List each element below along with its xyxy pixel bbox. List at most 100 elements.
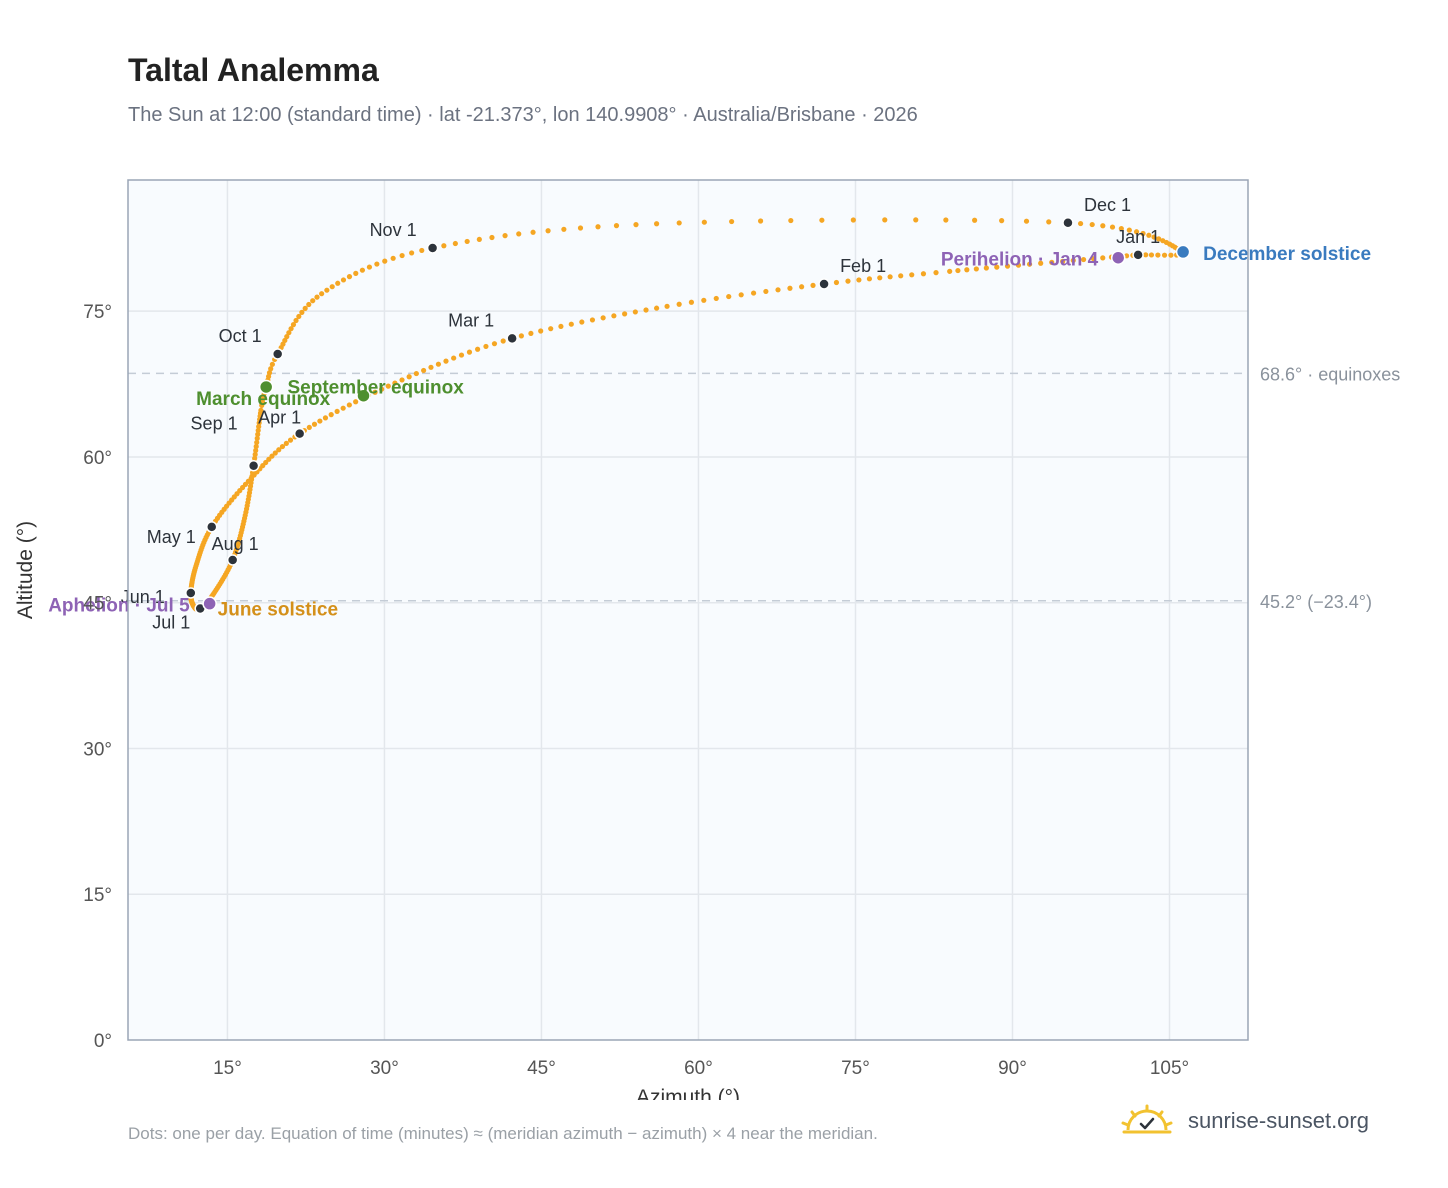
brand-logo[interactable]: sunrise-sunset.org bbox=[1120, 1104, 1369, 1138]
analemma-chart: 68.6° · equinoxes 45.2° (−23.4°) Jan 1 Feb… bbox=[14, 179, 1400, 1100]
month-marker bbox=[271, 348, 284, 360]
day-dot bbox=[757, 218, 764, 224]
day-dot bbox=[850, 217, 856, 223]
day-dot bbox=[334, 408, 340, 415]
day-dot bbox=[1148, 252, 1155, 258]
month-marker bbox=[506, 332, 518, 345]
day-dot bbox=[516, 231, 522, 237]
day-dot bbox=[435, 361, 442, 367]
day-dot bbox=[1133, 229, 1140, 235]
y-axis-label: Altitude (°) bbox=[14, 521, 37, 619]
day-dot bbox=[909, 272, 915, 278]
day-dot bbox=[933, 270, 939, 276]
day-dot bbox=[286, 330, 292, 336]
month-marker bbox=[426, 242, 439, 254]
month-label: Sep 1 bbox=[191, 414, 238, 434]
day-dot bbox=[392, 380, 398, 386]
day-dot bbox=[253, 443, 259, 450]
day-dot bbox=[451, 355, 457, 361]
day-dot bbox=[1089, 221, 1095, 228]
day-dot bbox=[306, 301, 312, 308]
event-label: September equinox bbox=[288, 378, 465, 399]
day-dot bbox=[558, 323, 564, 330]
day-dot bbox=[252, 455, 258, 461]
day-dot bbox=[1155, 252, 1161, 258]
event-marker bbox=[1175, 244, 1191, 260]
day-dot bbox=[973, 266, 979, 272]
month-label: May 1 bbox=[147, 527, 196, 547]
day-dot bbox=[1151, 234, 1157, 240]
month-marker bbox=[247, 459, 260, 472]
day-dot bbox=[701, 219, 707, 225]
month-label: Apr 1 bbox=[258, 408, 301, 428]
day-dot bbox=[819, 217, 825, 223]
y-tick-label: 0° bbox=[94, 1031, 112, 1052]
day-dot bbox=[1004, 263, 1011, 269]
day-dot bbox=[545, 228, 551, 234]
chart-title: Taltal Analemma bbox=[128, 52, 379, 88]
day-dot bbox=[489, 234, 495, 241]
month-label: Jul 1 bbox=[152, 613, 190, 633]
day-dot bbox=[999, 218, 1005, 224]
day-dot bbox=[788, 217, 794, 224]
day-dot bbox=[622, 311, 628, 317]
day-dot bbox=[359, 267, 366, 273]
day-dot bbox=[1090, 256, 1097, 262]
day-dot bbox=[322, 415, 329, 421]
day-dot bbox=[379, 386, 385, 392]
day-dot bbox=[374, 261, 380, 267]
day-dot bbox=[419, 247, 425, 254]
day-dot bbox=[1080, 256, 1087, 263]
day-dot bbox=[653, 305, 660, 311]
day-dot bbox=[664, 303, 670, 309]
day-dot bbox=[335, 280, 341, 286]
day-dot bbox=[538, 328, 544, 334]
day-dot bbox=[255, 431, 261, 437]
day-dot bbox=[882, 217, 888, 223]
day-dot bbox=[898, 273, 904, 279]
day-dot bbox=[1038, 260, 1044, 266]
day-dot bbox=[611, 313, 617, 319]
day-dot bbox=[302, 305, 308, 311]
day-dot bbox=[314, 294, 320, 300]
day-dot bbox=[483, 343, 489, 350]
day-dot bbox=[713, 295, 719, 302]
day-dot bbox=[548, 326, 554, 332]
day-dot bbox=[366, 264, 373, 270]
x-tick-label: 30° bbox=[370, 1058, 399, 1079]
day-dot bbox=[1146, 232, 1152, 238]
event-label: December solstice bbox=[1203, 244, 1371, 265]
x-tick-label: 75° bbox=[841, 1058, 870, 1079]
day-dot bbox=[268, 366, 274, 372]
day-dot bbox=[346, 402, 352, 408]
day-dot bbox=[382, 258, 388, 264]
day-dot bbox=[866, 276, 873, 282]
day-dot bbox=[688, 299, 695, 305]
day-dot bbox=[1126, 227, 1132, 233]
plot-background bbox=[128, 180, 1248, 1040]
day-dot bbox=[750, 290, 757, 296]
month-marker bbox=[226, 554, 239, 566]
plot-border bbox=[127, 179, 1249, 1041]
day-dot bbox=[676, 220, 682, 226]
day-dot bbox=[1015, 262, 1022, 268]
month-label: Oct 1 bbox=[219, 326, 262, 346]
day-dot bbox=[269, 453, 275, 459]
day-dot bbox=[1140, 230, 1146, 237]
x-tick-label: 90° bbox=[998, 1058, 1027, 1079]
day-dot bbox=[1161, 252, 1168, 258]
day-dot bbox=[1023, 218, 1030, 224]
month-marker bbox=[818, 278, 830, 290]
axes: 15° 30° 45° 60° 75° 90° 105° 0° 15° 30° 45° 60° 75° A… bbox=[14, 302, 1189, 1100]
day-dot bbox=[310, 298, 316, 304]
day-dot bbox=[799, 284, 805, 290]
day-dot bbox=[955, 267, 961, 274]
grid-lines bbox=[128, 180, 1248, 1040]
day-dot bbox=[306, 424, 312, 431]
day-dot bbox=[1168, 252, 1174, 258]
day-dot bbox=[600, 315, 606, 321]
day-dot bbox=[413, 370, 419, 377]
day-dot bbox=[399, 252, 405, 259]
day-dot bbox=[329, 284, 335, 290]
brand-name: sunrise-sunset.org bbox=[1188, 1108, 1369, 1133]
